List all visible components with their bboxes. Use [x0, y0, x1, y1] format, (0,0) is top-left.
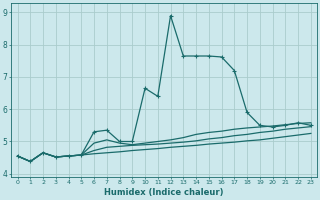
X-axis label: Humidex (Indice chaleur): Humidex (Indice chaleur) [104, 188, 224, 197]
